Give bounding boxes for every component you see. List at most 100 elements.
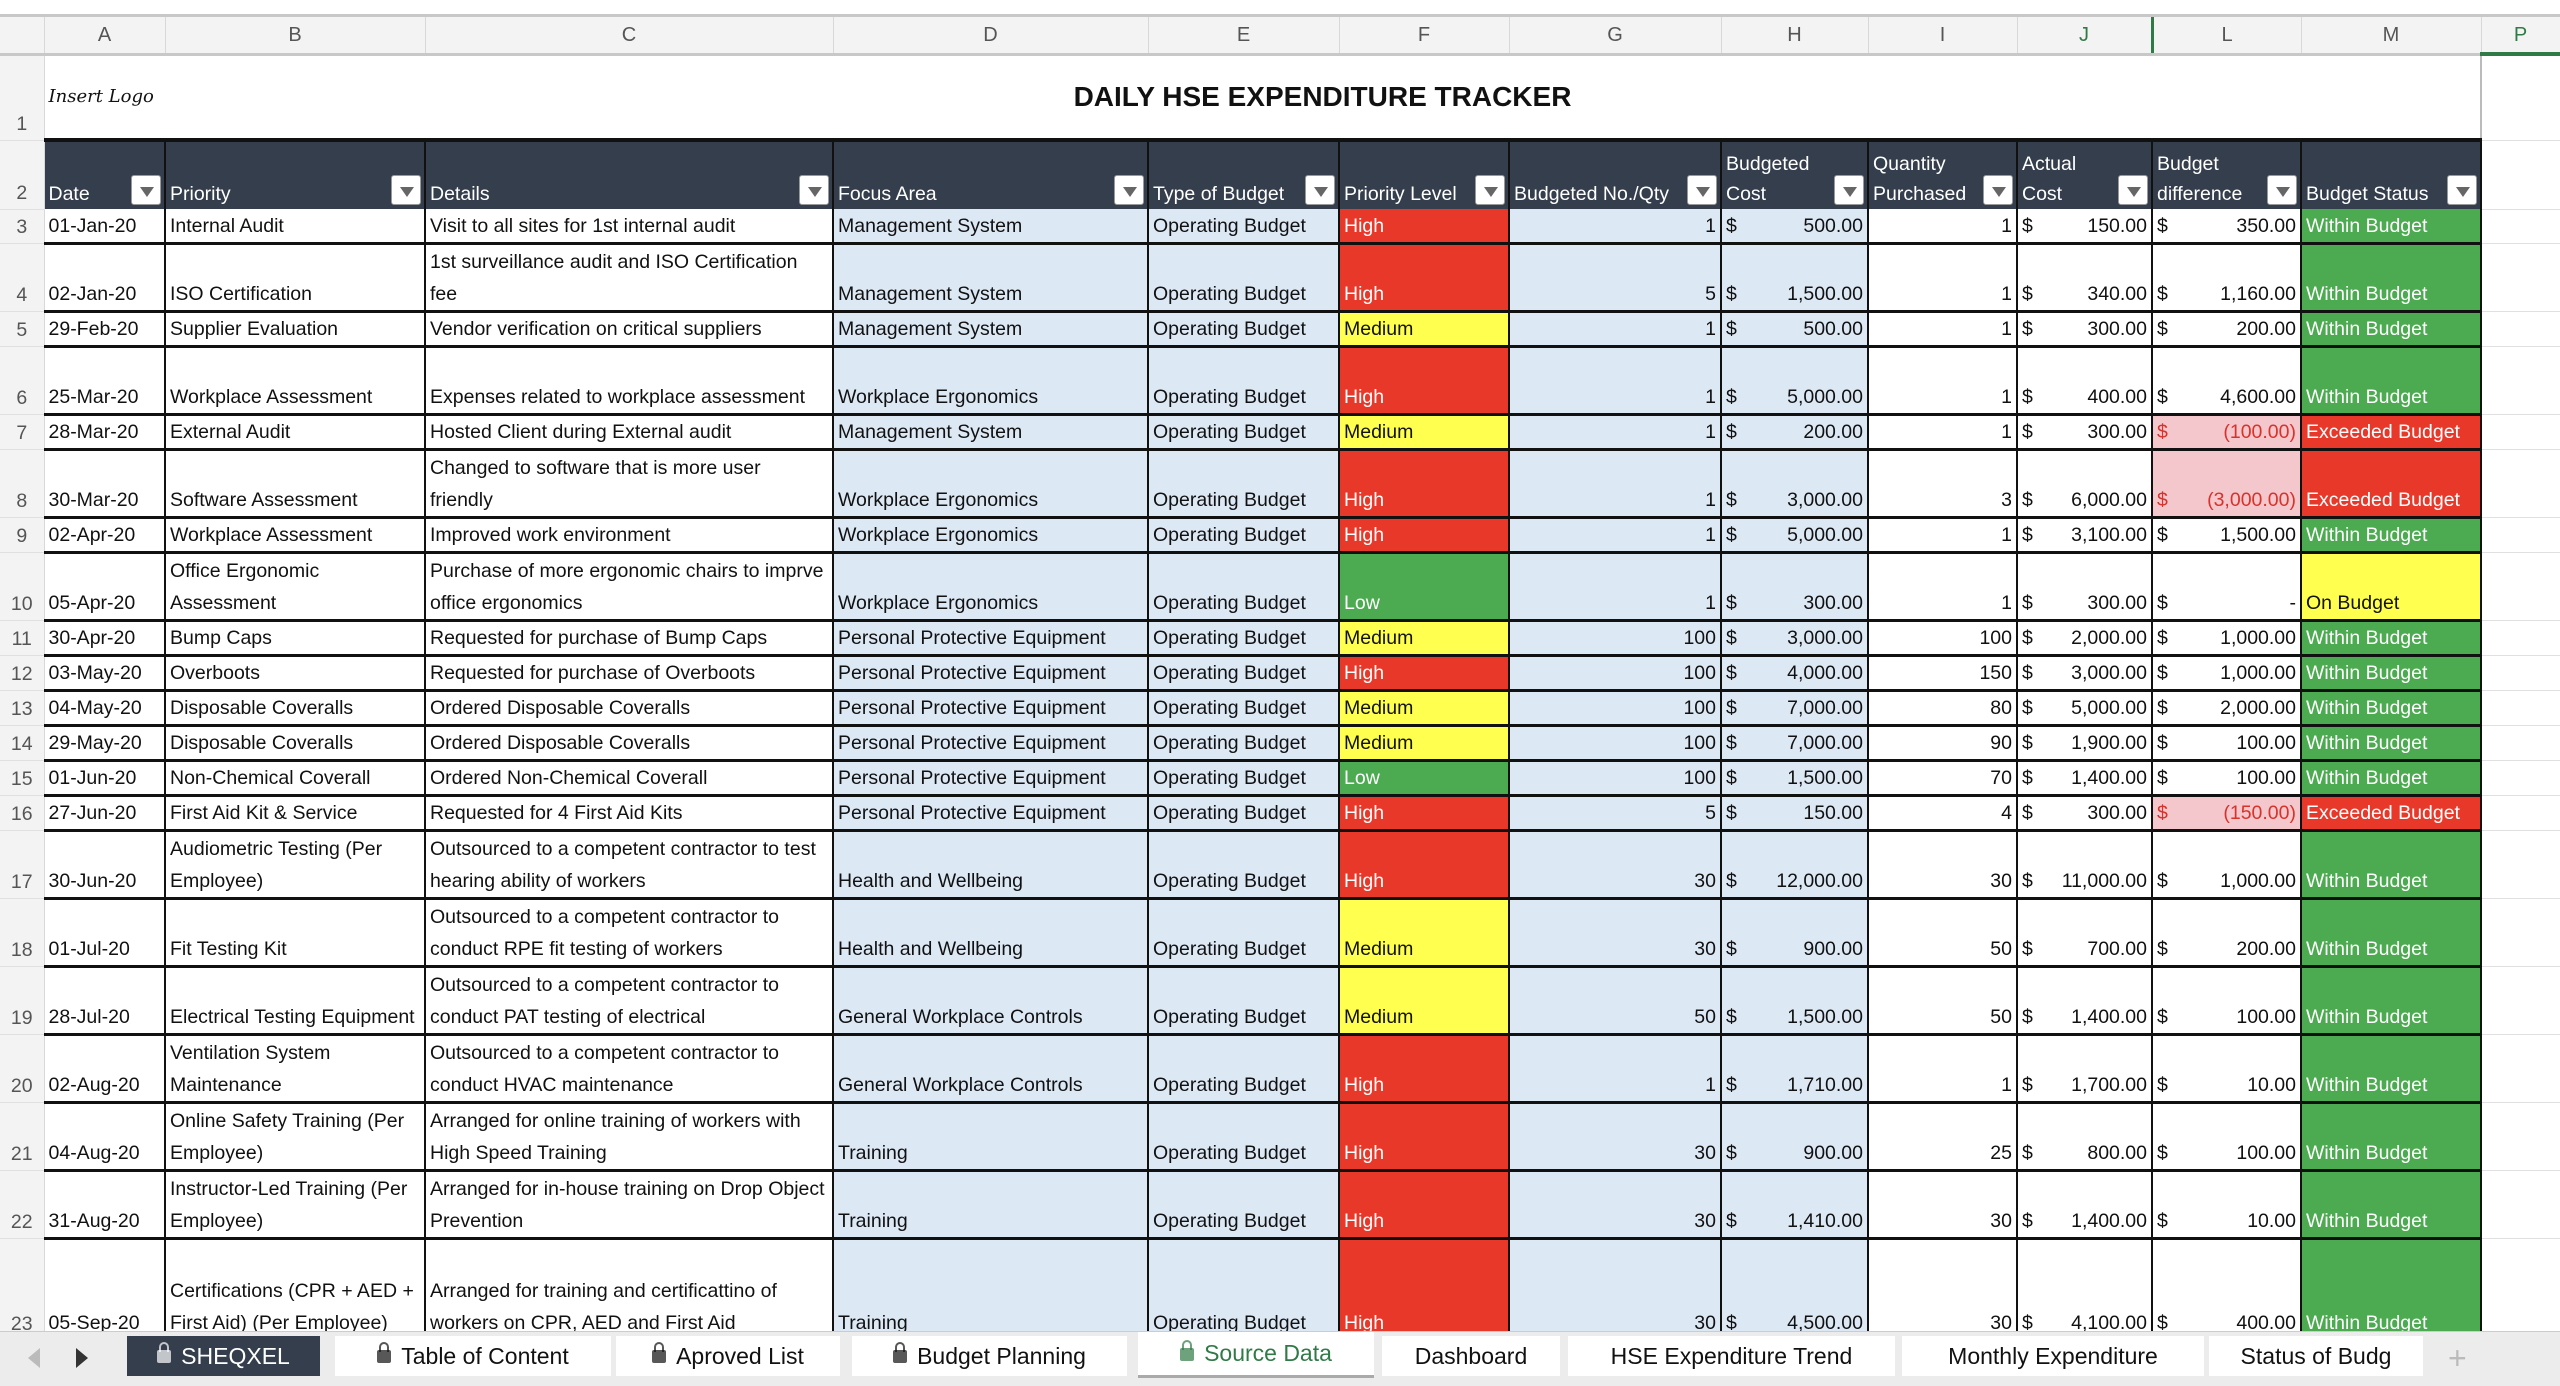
quantity-purchased-cell[interactable]: 30 <box>1868 830 2018 900</box>
quantity-purchased-cell[interactable]: 100 <box>1868 620 2018 657</box>
date-cell[interactable]: 04-May-20 <box>44 690 166 727</box>
budgeted-cost-cell[interactable]: $1,500.00 <box>1721 243 1869 313</box>
budget-type-cell[interactable]: Operating Budget <box>1148 830 1340 900</box>
quantity-purchased-cell[interactable]: 1 <box>1868 346 2018 416</box>
priority-level-cell[interactable]: Medium <box>1339 966 1510 1036</box>
row-number[interactable]: 15 <box>0 760 45 796</box>
quantity-purchased-cell[interactable]: 30 <box>1868 1238 2018 1331</box>
budgeted-qty-cell[interactable]: 5 <box>1509 243 1722 313</box>
priority-level-cell[interactable]: Low <box>1339 552 1510 622</box>
budgeted-qty-cell[interactable]: 1 <box>1509 311 1722 348</box>
budget-type-cell[interactable]: Operating Budget <box>1148 552 1340 622</box>
filter-dropdown-icon[interactable] <box>1475 175 1505 205</box>
row-number[interactable]: 16 <box>0 795 45 831</box>
date-cell[interactable]: 29-Feb-20 <box>44 311 166 348</box>
quantity-purchased-cell[interactable]: 150 <box>1868 655 2018 692</box>
budget-status-cell[interactable]: Within Budget <box>2301 1034 2482 1104</box>
budgeted-cost-cell[interactable]: $500.00 <box>1721 209 1869 245</box>
budget-difference-cell[interactable]: $2,000.00 <box>2152 690 2302 727</box>
filter-dropdown-icon[interactable] <box>1305 175 1335 205</box>
budget-status-cell[interactable]: Within Budget <box>2301 725 2482 762</box>
budget-difference-cell[interactable]: $10.00 <box>2152 1034 2302 1104</box>
actual-cost-cell[interactable]: $300.00 <box>2017 311 2153 348</box>
sheet-tab[interactable]: Status of Budg <box>2209 1336 2423 1376</box>
actual-cost-cell[interactable]: $300.00 <box>2017 414 2153 451</box>
quantity-purchased-cell[interactable]: 1 <box>1868 414 2018 451</box>
date-cell[interactable]: 25-Mar-20 <box>44 346 166 416</box>
budget-status-cell[interactable]: Within Budget <box>2301 690 2482 727</box>
date-cell[interactable]: 28-Mar-20 <box>44 414 166 451</box>
budgeted-qty-cell[interactable]: 1 <box>1509 346 1722 416</box>
actual-cost-cell[interactable]: $800.00 <box>2017 1102 2153 1172</box>
details-cell[interactable]: Improved work environment <box>425 517 834 554</box>
cell[interactable] <box>2480 140 2560 210</box>
priority-level-cell[interactable]: High <box>1339 795 1510 832</box>
cell[interactable] <box>2480 898 2560 967</box>
date-cell[interactable]: 02-Apr-20 <box>44 517 166 554</box>
budget-difference-cell[interactable]: $100.00 <box>2152 760 2302 797</box>
row-number[interactable]: 2 <box>0 140 45 210</box>
budget-status-cell[interactable]: Within Budget <box>2301 620 2482 657</box>
formula-bar[interactable] <box>0 0 2560 17</box>
budget-status-cell[interactable]: Within Budget <box>2301 1170 2482 1240</box>
cell[interactable] <box>2480 209 2560 244</box>
budgeted-qty-cell[interactable]: 30 <box>1509 898 1722 968</box>
actual-cost-cell[interactable]: $150.00 <box>2017 209 2153 245</box>
date-cell[interactable]: 29-May-20 <box>44 725 166 762</box>
priority-cell[interactable]: Electrical Testing Equipment <box>165 966 426 1036</box>
details-cell[interactable]: Visit to all sites for 1st internal audi… <box>425 209 834 245</box>
budget-status-cell[interactable]: Within Budget <box>2301 346 2482 416</box>
budget-status-cell[interactable]: Within Budget <box>2301 760 2482 797</box>
date-cell[interactable]: 01-Jun-20 <box>44 760 166 797</box>
details-cell[interactable]: 1st surveillance audit and ISO Certifica… <box>425 243 834 313</box>
cell[interactable] <box>2480 1034 2560 1103</box>
budgeted-cost-cell[interactable]: $7,000.00 <box>1721 725 1869 762</box>
budget-difference-cell[interactable]: $ - <box>2152 552 2302 622</box>
priority-level-cell[interactable]: High <box>1339 517 1510 554</box>
cell[interactable] <box>2480 760 2560 796</box>
budgeted-cost-cell[interactable]: $5,000.00 <box>1721 346 1869 416</box>
row-number[interactable]: 20 <box>0 1034 45 1103</box>
budgeted-cost-cell[interactable]: $4,000.00 <box>1721 655 1869 692</box>
priority-cell[interactable]: Instructor-Led Training (Per Employee) <box>165 1170 426 1240</box>
date-cell[interactable]: 30-Jun-20 <box>44 830 166 900</box>
row-number[interactable]: 19 <box>0 966 45 1035</box>
budgeted-qty-cell[interactable]: 30 <box>1509 830 1722 900</box>
quantity-purchased-cell[interactable]: 1 <box>1868 552 2018 622</box>
budget-status-cell[interactable]: Within Budget <box>2301 1238 2482 1331</box>
budget-status-cell[interactable]: Exceeded Budget <box>2301 795 2482 832</box>
budget-type-cell[interactable]: Operating Budget <box>1148 655 1340 692</box>
priority-cell[interactable]: Audiometric Testing (Per Employee) <box>165 830 426 900</box>
sheet-tab[interactable]: SHEQXEL <box>127 1336 320 1376</box>
budget-type-cell[interactable]: Operating Budget <box>1148 898 1340 968</box>
row-number[interactable]: 12 <box>0 655 45 691</box>
budgeted-qty-cell[interactable]: 1 <box>1509 414 1722 451</box>
budget-type-cell[interactable]: Operating Budget <box>1148 795 1340 832</box>
date-cell[interactable]: 01-Jul-20 <box>44 898 166 968</box>
row-number[interactable]: 21 <box>0 1102 45 1171</box>
priority-level-cell[interactable]: Low <box>1339 760 1510 797</box>
filter-dropdown-icon[interactable] <box>131 175 161 205</box>
budgeted-qty-cell[interactable]: 100 <box>1509 725 1722 762</box>
budgeted-cost-cell[interactable]: $5,000.00 <box>1721 517 1869 554</box>
focus-area-cell[interactable]: Personal Protective Equipment <box>833 725 1149 762</box>
focus-area-cell[interactable]: Management System <box>833 243 1149 313</box>
actual-cost-cell[interactable]: $300.00 <box>2017 795 2153 832</box>
priority-cell[interactable]: Overboots <box>165 655 426 692</box>
budget-difference-cell[interactable]: $1,160.00 <box>2152 243 2302 313</box>
date-cell[interactable]: 30-Mar-20 <box>44 449 166 519</box>
date-cell[interactable]: 05-Sep-20 <box>44 1238 166 1331</box>
priority-cell[interactable]: Certifications (CPR + AED + First Aid) (… <box>165 1238 426 1331</box>
cell[interactable] <box>2480 966 2560 1035</box>
filter-dropdown-icon[interactable] <box>1983 175 2013 205</box>
focus-area-cell[interactable]: Training <box>833 1102 1149 1172</box>
budget-difference-cell[interactable]: $ (150.00) <box>2152 795 2302 832</box>
budget-difference-cell[interactable]: $200.00 <box>2152 898 2302 968</box>
budgeted-qty-cell[interactable]: 5 <box>1509 795 1722 832</box>
column-header-j[interactable]: J <box>2017 17 2154 56</box>
quantity-purchased-cell[interactable]: 1 <box>1868 209 2018 245</box>
sheet-tab[interactable]: Dashboard <box>1382 1336 1560 1376</box>
cell[interactable] <box>2480 1170 2560 1239</box>
date-cell[interactable]: 01-Jan-20 <box>44 209 166 245</box>
column-header-d[interactable]: D <box>833 17 1149 56</box>
